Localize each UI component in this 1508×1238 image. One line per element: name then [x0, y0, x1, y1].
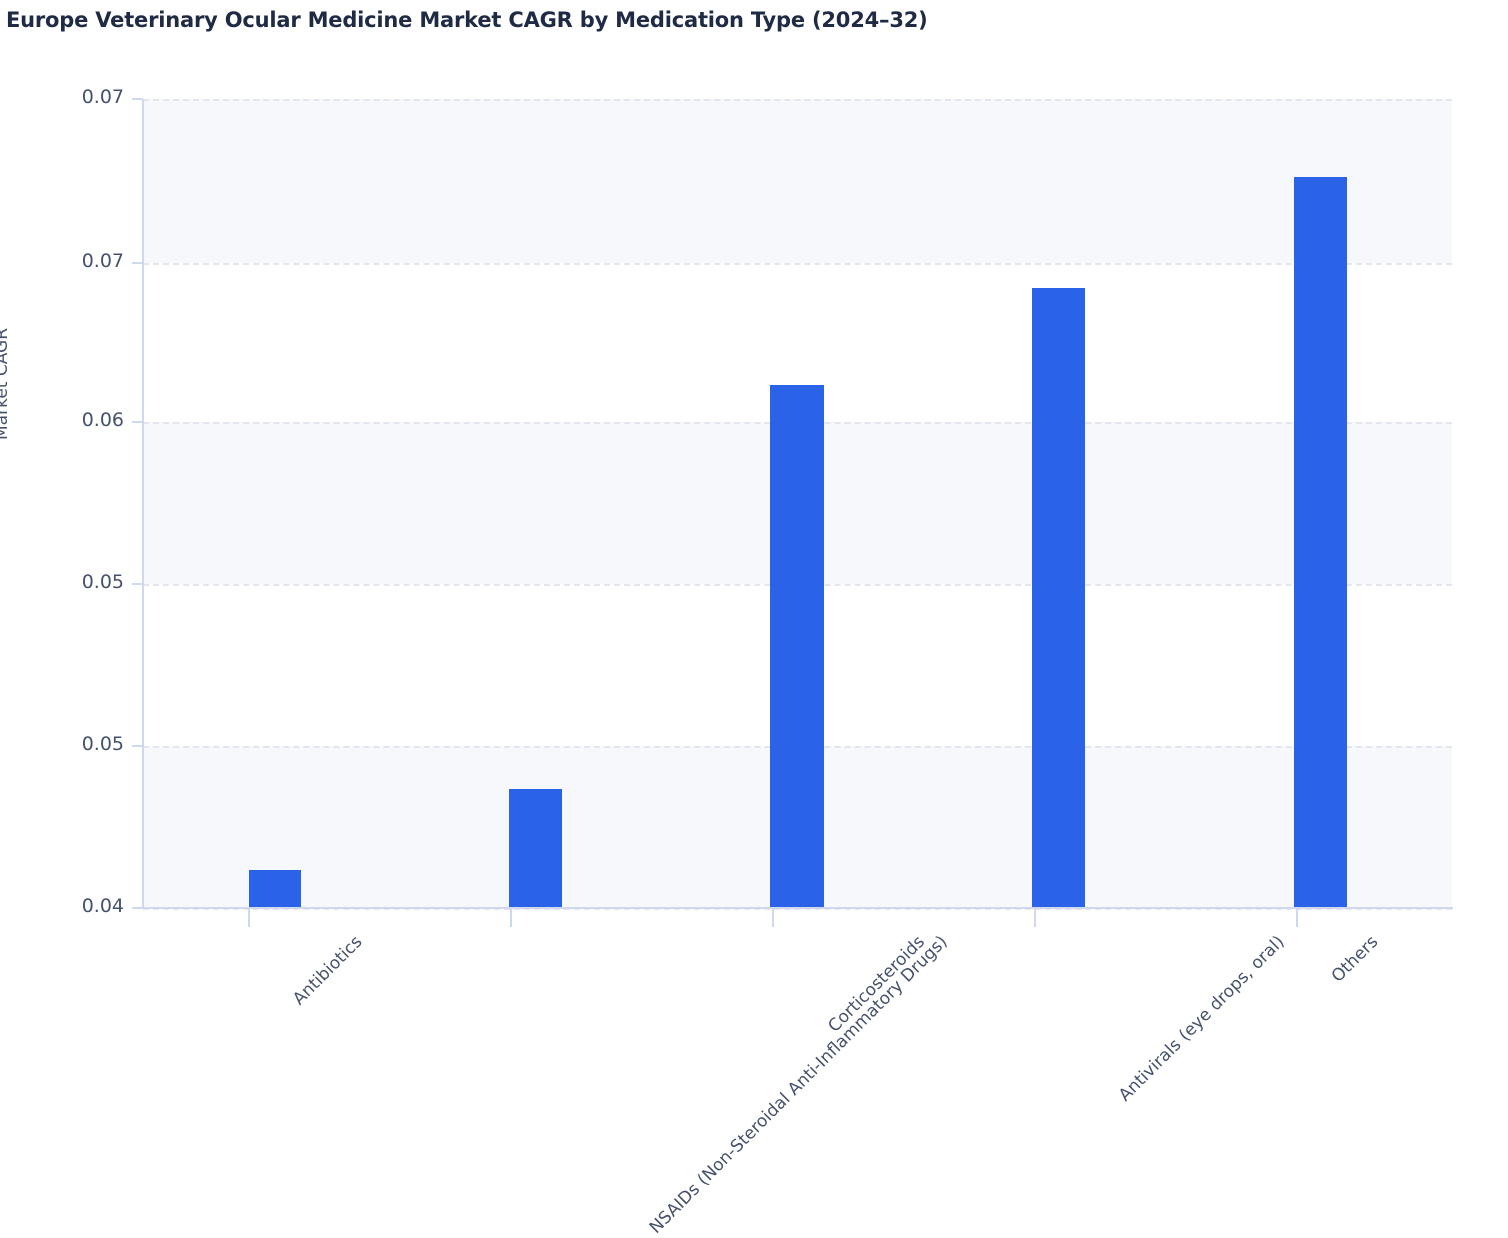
chart-title: Europe Veterinary Ocular Medicine Market…: [6, 8, 928, 32]
bar[interactable]: [770, 385, 824, 908]
y-tick-mark: [132, 98, 143, 100]
plot-band: [143, 99, 1452, 263]
bar[interactable]: [1032, 288, 1085, 908]
y-tick-label: 0.04: [81, 895, 124, 917]
x-tick-mark: [510, 909, 512, 927]
y-tick-label: 0.07: [81, 86, 124, 108]
y-tick-label: 0.06: [81, 409, 124, 431]
y-tick-mark: [132, 907, 143, 909]
bar[interactable]: [1294, 177, 1347, 908]
y-tick-mark: [132, 262, 143, 264]
x-axis-line: [143, 907, 1453, 909]
gridline: [143, 99, 1452, 101]
gridline: [143, 908, 1452, 910]
y-axis-line: [142, 99, 144, 909]
x-tick-label: Antivirals (eye drops, oral): [1115, 932, 1289, 1106]
plot-area: [143, 99, 1452, 910]
y-tick-label: 0.05: [81, 571, 124, 593]
x-tick-mark: [1296, 909, 1298, 927]
bar[interactable]: [509, 789, 562, 908]
bar[interactable]: [249, 870, 301, 908]
bar-chart: Europe Veterinary Ocular Medicine Market…: [0, 8, 1453, 1238]
y-tick-mark: [132, 583, 143, 585]
y-tick-mark: [132, 745, 143, 747]
x-tick-label: Others: [1327, 932, 1383, 987]
gridline: [143, 263, 1452, 265]
x-tick-mark: [772, 909, 774, 927]
y-tick-label: 0.05: [81, 733, 124, 755]
x-tick-mark: [248, 909, 250, 927]
y-tick-mark: [132, 421, 143, 423]
x-tick-label: NSAIDs (Non-Steroidal Anti-Inflammatory …: [645, 932, 952, 1238]
x-tick-label: Antibiotics: [289, 932, 367, 1010]
x-tick-mark: [1034, 909, 1036, 927]
y-tick-label: 0.07: [81, 250, 124, 272]
